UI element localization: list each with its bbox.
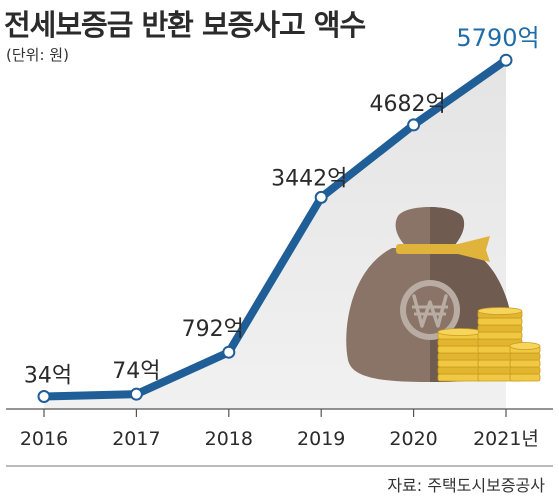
x-tick-label: 2018 bbox=[205, 428, 253, 450]
data-label: 5790억 bbox=[456, 24, 539, 52]
unit-note: (단위: 원) bbox=[6, 46, 69, 64]
data-point bbox=[499, 53, 513, 67]
data-point bbox=[222, 345, 236, 359]
coin-stack-icon bbox=[437, 307, 541, 382]
data-point bbox=[314, 190, 328, 204]
data-point bbox=[129, 387, 143, 401]
data-label: 4682억 bbox=[369, 92, 445, 117]
data-point bbox=[37, 389, 51, 403]
data-point bbox=[407, 118, 421, 132]
x-tick-label: 2019 bbox=[297, 428, 345, 450]
data-label: 74억 bbox=[112, 359, 160, 384]
data-label: 792억 bbox=[182, 317, 244, 342]
x-tick-label: 2016 bbox=[20, 428, 68, 450]
series-line bbox=[40, 56, 510, 401]
x-tick-label: 2020 bbox=[389, 428, 437, 450]
data-label: 34억 bbox=[24, 363, 72, 388]
data-label: 3442억 bbox=[271, 166, 347, 191]
source-note: 자료: 주택도시보증공사 bbox=[387, 476, 545, 495]
x-tick-label: 2017 bbox=[112, 428, 160, 450]
x-tick-label: 2021년 bbox=[473, 428, 539, 450]
chart-title: 전세보증금 반환 보증사고 액수 bbox=[4, 8, 366, 42]
